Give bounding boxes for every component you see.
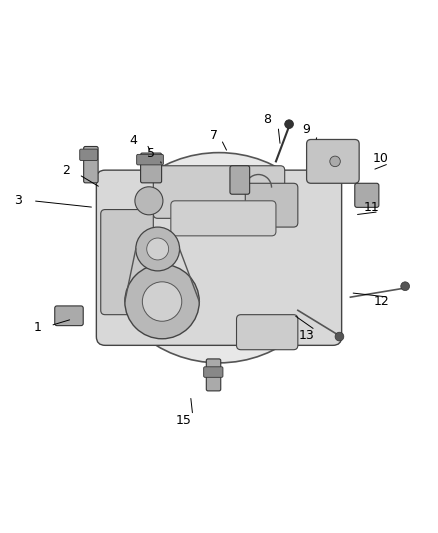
Circle shape	[330, 156, 340, 167]
FancyBboxPatch shape	[84, 147, 98, 183]
Text: 8: 8	[263, 114, 271, 126]
FancyBboxPatch shape	[101, 209, 153, 314]
Circle shape	[147, 238, 169, 260]
FancyBboxPatch shape	[80, 149, 98, 160]
Circle shape	[125, 264, 199, 339]
FancyBboxPatch shape	[307, 140, 359, 183]
Text: 4: 4	[130, 134, 138, 147]
FancyBboxPatch shape	[153, 166, 285, 219]
FancyBboxPatch shape	[96, 170, 342, 345]
FancyBboxPatch shape	[237, 314, 298, 350]
Circle shape	[285, 120, 293, 128]
Circle shape	[135, 187, 163, 215]
FancyBboxPatch shape	[204, 367, 223, 377]
Text: 12: 12	[373, 295, 389, 308]
Circle shape	[401, 282, 410, 290]
Text: 10: 10	[373, 152, 389, 165]
FancyBboxPatch shape	[55, 306, 83, 326]
Ellipse shape	[105, 152, 333, 363]
Text: 3: 3	[14, 195, 21, 207]
Text: 11: 11	[364, 201, 379, 214]
Circle shape	[142, 282, 182, 321]
FancyBboxPatch shape	[206, 359, 221, 391]
Text: 15: 15	[176, 414, 192, 427]
Circle shape	[136, 227, 180, 271]
FancyBboxPatch shape	[245, 183, 298, 227]
Text: 2: 2	[62, 164, 70, 176]
Text: 13: 13	[299, 329, 314, 342]
Text: 5: 5	[147, 148, 155, 160]
Text: 9: 9	[303, 123, 311, 136]
Circle shape	[335, 332, 344, 341]
Text: 1: 1	[33, 321, 41, 334]
FancyBboxPatch shape	[171, 201, 276, 236]
Text: 7: 7	[210, 128, 218, 142]
FancyBboxPatch shape	[141, 153, 162, 183]
FancyBboxPatch shape	[230, 166, 250, 194]
FancyBboxPatch shape	[355, 183, 379, 207]
FancyBboxPatch shape	[137, 155, 163, 165]
